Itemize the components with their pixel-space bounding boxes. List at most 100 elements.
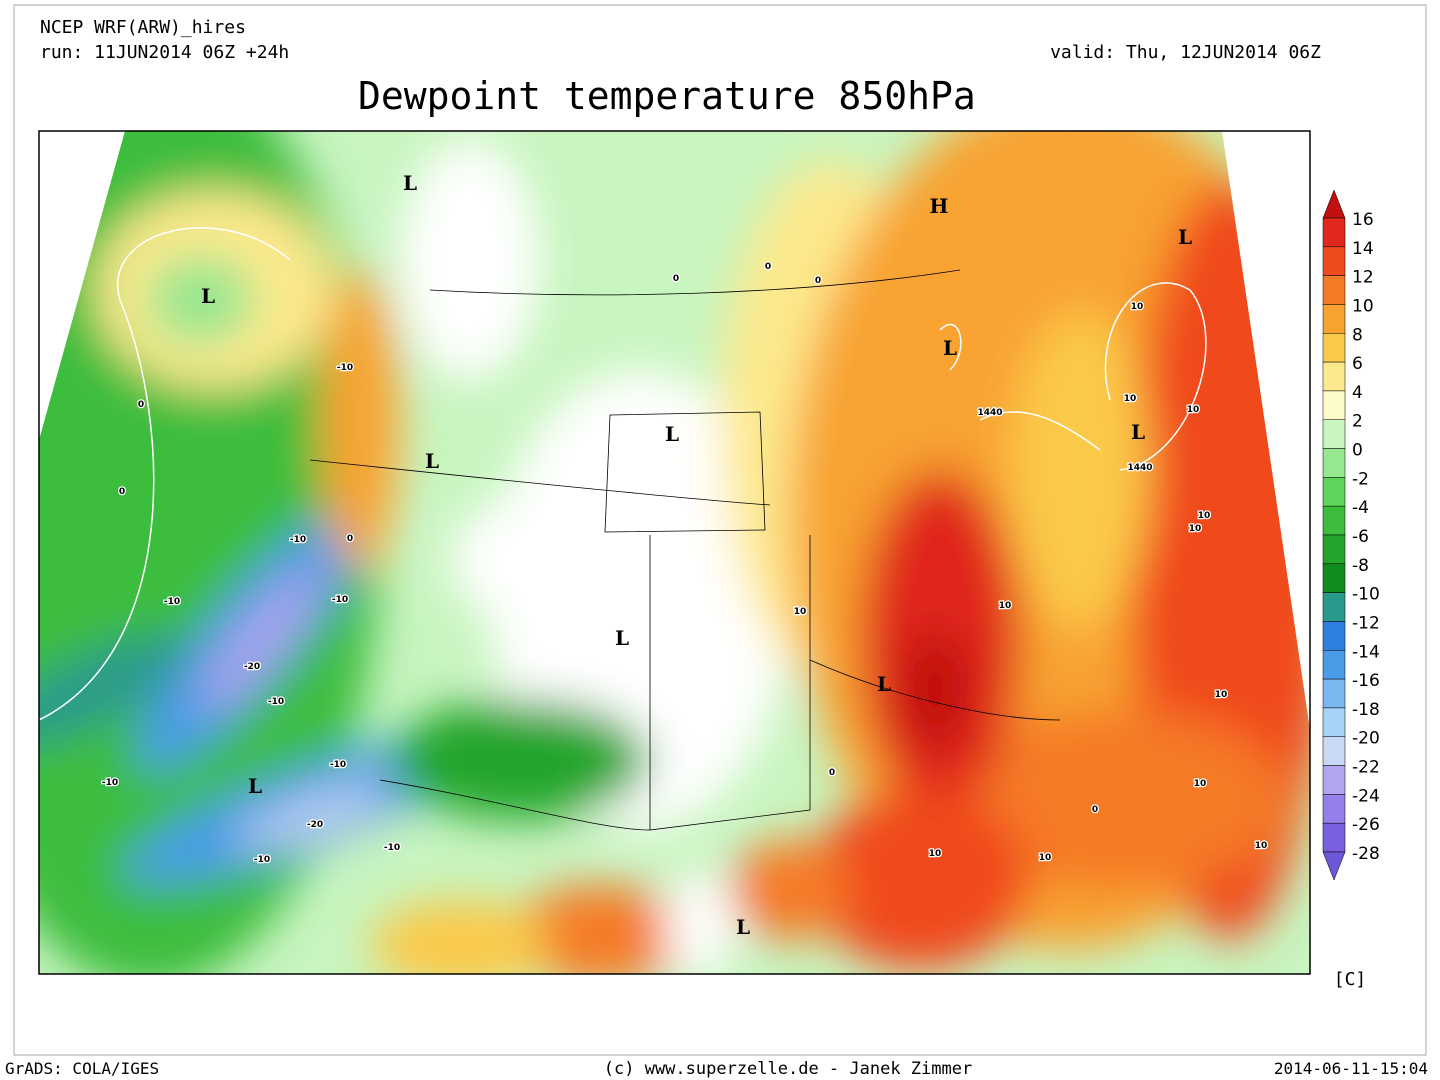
colorbar-label: -22	[1352, 758, 1380, 778]
contour-label: 0	[119, 487, 125, 497]
colorbar-cell	[1322, 246, 1346, 276]
contour-label: 10	[1124, 394, 1137, 404]
colorbar-label: 0	[1352, 441, 1363, 461]
colorbar-label: -18	[1352, 700, 1380, 720]
height-contours	[39, 227, 1207, 721]
colorbar-cell	[1322, 621, 1346, 651]
colorbar-label: -14	[1352, 642, 1380, 662]
colorbar-cell	[1322, 505, 1346, 536]
pressure-center: H	[930, 194, 949, 218]
colorbar-cell	[1322, 563, 1346, 593]
contour-label: -10	[102, 778, 118, 788]
colorbar-cell	[1322, 534, 1346, 565]
contour-label: -10	[254, 855, 270, 865]
model-name: NCEP WRF(ARW)_hires	[40, 17, 246, 38]
contour-label: 10	[794, 607, 807, 617]
colorbar-cell	[1322, 390, 1346, 420]
colorbar-label: -20	[1352, 729, 1380, 749]
pressure-center: L	[943, 336, 957, 360]
contour-label: 10	[1039, 853, 1052, 863]
map-frame	[38, 130, 1311, 975]
contour-label: -20	[307, 820, 323, 830]
contour-label: 0	[673, 274, 679, 284]
footer-left: GrADS: COLA/IGES	[5, 1059, 159, 1078]
colorbar-label: 2	[1352, 412, 1363, 432]
contour-label: -10	[330, 760, 346, 770]
colorbar-cell	[1322, 304, 1346, 334]
contour-label: -20	[244, 662, 260, 672]
contour-label: 0	[138, 400, 144, 410]
borders	[309, 269, 1061, 831]
colorbar-cell	[1322, 678, 1346, 709]
colorbar-cell	[1322, 333, 1346, 363]
colorbar-label: -28	[1352, 844, 1380, 864]
colorbar-cell	[1322, 822, 1346, 853]
colorbar-label: 14	[1352, 239, 1374, 259]
pressure-center: L	[1131, 420, 1145, 444]
pressure-center: L	[1178, 225, 1192, 249]
colorbar-cell	[1322, 592, 1346, 622]
pressure-center: L	[201, 284, 215, 308]
colorbar-label: -4	[1352, 498, 1369, 518]
page-border	[13, 4, 1427, 1056]
colorbar-label: -12	[1352, 613, 1380, 633]
contour-label: 1440	[977, 408, 1002, 418]
contour-label: 10	[1194, 779, 1207, 789]
contour-label: -10	[268, 697, 284, 707]
map-title: Dewpoint temperature 850hPa	[358, 74, 976, 118]
colorbar-label: 12	[1352, 268, 1374, 288]
colorbar-cell	[1322, 448, 1346, 478]
pressure-center: L	[403, 171, 417, 195]
colorbar-label: -16	[1352, 671, 1380, 691]
pressure-center: L	[736, 915, 750, 939]
colorbar-label: -6	[1352, 527, 1369, 547]
contour-label: 10	[1198, 511, 1211, 521]
contour-label: 10	[1189, 524, 1202, 534]
contour-label: 1440	[1127, 463, 1152, 473]
contour-label: 0	[347, 534, 353, 544]
colorbar-label: 10	[1352, 296, 1374, 316]
colorbar-arrow-top	[1322, 189, 1346, 219]
contour-label: 10	[1131, 302, 1144, 312]
contour-label: -10	[332, 595, 348, 605]
colorbar-cell	[1322, 794, 1346, 824]
colorbar-cell	[1322, 477, 1346, 507]
pressure-center: L	[248, 774, 262, 798]
contour-label: 10	[929, 849, 942, 859]
colorbar-cell	[1322, 650, 1346, 680]
map: L L L L L L L L L L L H -10 -10 -10 -10 -20 -10 -10 -10 -20 -…	[39, 131, 1310, 974]
colorbar-label: -10	[1352, 585, 1380, 605]
contour-label: 0	[829, 768, 835, 778]
colorbar-label: 4	[1352, 383, 1363, 403]
colorbar-cell	[1322, 419, 1346, 449]
map-labels: L L L L L L L L L L L H -10 -10 -10 -10 -20 -10 -10 -10 -20 -…	[101, 171, 1269, 939]
colorbar-cell	[1322, 275, 1346, 305]
colorbar-cell	[1322, 217, 1346, 248]
colorbar-cell	[1322, 765, 1346, 795]
footer-center: (c) www.superzelle.de - Janek Zimmer	[604, 1059, 972, 1079]
colorbar-label: -24	[1352, 786, 1380, 806]
colorbar-label: 6	[1352, 354, 1363, 374]
valid-time: valid: Thu, 12JUN2014 06Z	[1050, 42, 1321, 63]
colorbar-unit: [C]	[1334, 969, 1367, 990]
contour-label: 10	[1215, 690, 1228, 700]
contour-label: 10	[1255, 841, 1268, 851]
footer-right: 2014-06-11-15:04	[1274, 1059, 1428, 1078]
dewpoint-field	[39, 131, 1310, 974]
contour-label: 0	[1092, 805, 1098, 815]
contour-label: -10	[290, 535, 306, 545]
contour-label: -10	[164, 597, 180, 607]
contour-label: -10	[384, 843, 400, 853]
contour-label: -10	[337, 363, 353, 373]
colorbar-label: -26	[1352, 815, 1380, 835]
colorbar-cell	[1322, 361, 1346, 392]
colorbar-label: 8	[1352, 325, 1363, 345]
colorbar: 16 14 12 10 8 6 4 2 0 -2 -4 -6 -8 -10 -12 -14 -16 -18 -20 -…	[1322, 189, 1380, 881]
colorbar-cell	[1322, 736, 1346, 766]
run-time: run: 11JUN2014 06Z +24h	[40, 42, 289, 63]
colorbar-label: 16	[1352, 210, 1374, 230]
contour-label: 0	[815, 276, 821, 286]
pressure-center: L	[425, 449, 439, 473]
contour-label: 0	[765, 262, 771, 272]
